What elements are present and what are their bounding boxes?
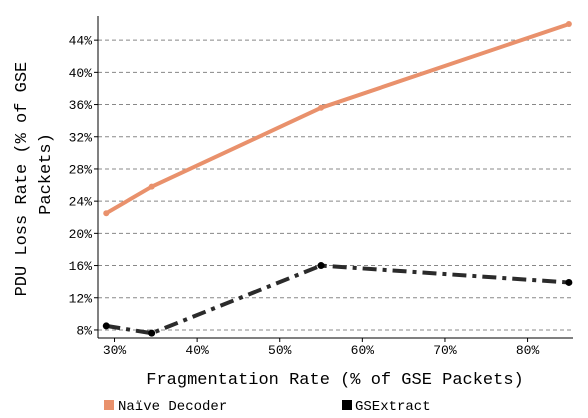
legend-swatch-gsextract [342,400,352,410]
y-axis-label-line-2: Packets) [37,133,56,215]
x-tick-labels: 30% 40% 50% 60% 70% 80% [103,338,540,358]
x-tick-label: 30% [103,343,127,358]
y-tick-label: 44% [69,34,93,49]
legend-label-gsextract: GSExtract [355,399,431,415]
x-axis-label: Fragmentation Rate (% of GSE Packets) [146,371,523,390]
x-tick-label: 40% [185,343,209,358]
grid-lines [98,39,573,331]
data-point-gsextract [565,278,573,286]
data-point-gsextract [102,322,110,330]
x-tick-label: 70% [433,343,457,358]
data-point-naive-decoder [103,210,110,217]
y-axis-label: PDU Loss Rate (% of GSE Packets) [13,52,56,297]
y-tick-label: 16% [69,259,93,274]
data-point-naive-decoder [318,104,325,111]
series-line-gsextract [105,263,570,336]
series-layer [102,21,573,337]
y-tick-label: 32% [69,130,93,145]
data-point-naive-decoder [565,21,572,28]
legend-label-naive-decoder: Naïve Decoder [118,399,227,415]
y-tick-label: 12% [69,291,93,306]
legend: Naïve Decoder GSExtract [104,399,431,415]
data-point-naive-decoder [148,183,155,190]
x-tick-label: 60% [351,343,375,358]
x-tick-label: 50% [268,343,292,358]
y-tick-label: 8% [76,323,92,338]
y-tick-labels: 8% 12% 16% 20% 24% 28% 32% 36% 40% 44% [69,34,98,338]
y-tick-label: 40% [69,66,93,81]
y-tick-label: 20% [69,227,93,242]
data-point-gsextract [317,262,325,270]
data-point-gsextract [148,329,156,337]
y-tick-label: 24% [69,195,93,210]
y-axis-label-line-1: PDU Loss Rate (% of GSE [13,62,32,297]
axes [97,16,573,339]
series-line-naive-decoder [104,22,571,216]
x-tick-label: 80% [516,343,540,358]
y-tick-label: 28% [69,162,93,177]
legend-swatch-naive-decoder [104,400,114,410]
y-tick-label: 36% [69,98,93,113]
